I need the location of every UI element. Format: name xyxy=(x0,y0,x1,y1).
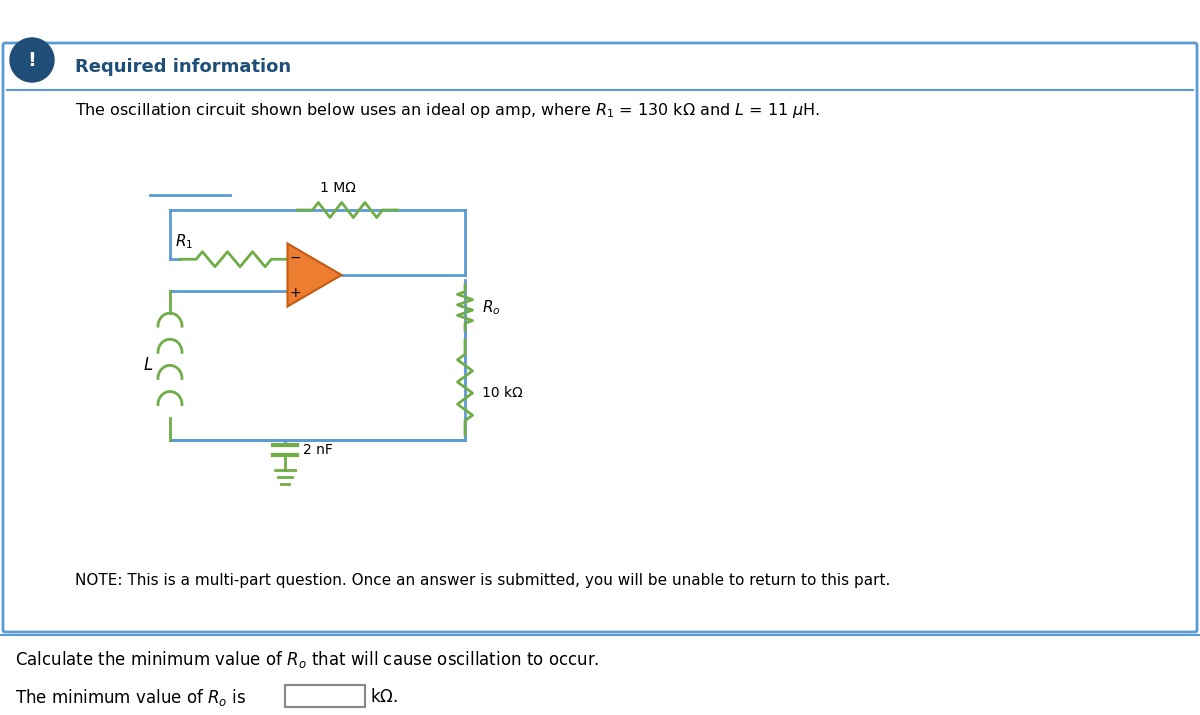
Text: $R_o$: $R_o$ xyxy=(482,298,500,317)
Text: $+$: $+$ xyxy=(289,286,301,300)
Text: Calculate the minimum value of $R_o$ that will cause oscillation to occur.: Calculate the minimum value of $R_o$ tha… xyxy=(14,649,600,671)
FancyBboxPatch shape xyxy=(4,43,1198,632)
Text: 2 nF: 2 nF xyxy=(302,443,332,457)
Text: The minimum value of $R_o$ is: The minimum value of $R_o$ is xyxy=(14,686,246,708)
Text: Required information: Required information xyxy=(74,58,292,76)
Text: $R_1$: $R_1$ xyxy=(175,232,193,250)
Text: 1 MΩ: 1 MΩ xyxy=(319,181,355,195)
Text: k$\Omega$.: k$\Omega$. xyxy=(370,688,398,706)
Circle shape xyxy=(10,38,54,82)
Polygon shape xyxy=(288,244,342,307)
Text: $L$: $L$ xyxy=(143,356,154,375)
Text: NOTE: This is a multi-part question. Once an answer is submitted, you will be un: NOTE: This is a multi-part question. Onc… xyxy=(74,573,890,588)
Text: $-$: $-$ xyxy=(289,250,301,264)
Text: The oscillation circuit shown below uses an ideal op amp, where $R_1$ = 130 k$\O: The oscillation circuit shown below uses… xyxy=(74,101,821,119)
Text: !: ! xyxy=(28,51,36,69)
Text: 10 kΩ: 10 kΩ xyxy=(482,385,523,400)
Bar xyxy=(286,685,365,707)
